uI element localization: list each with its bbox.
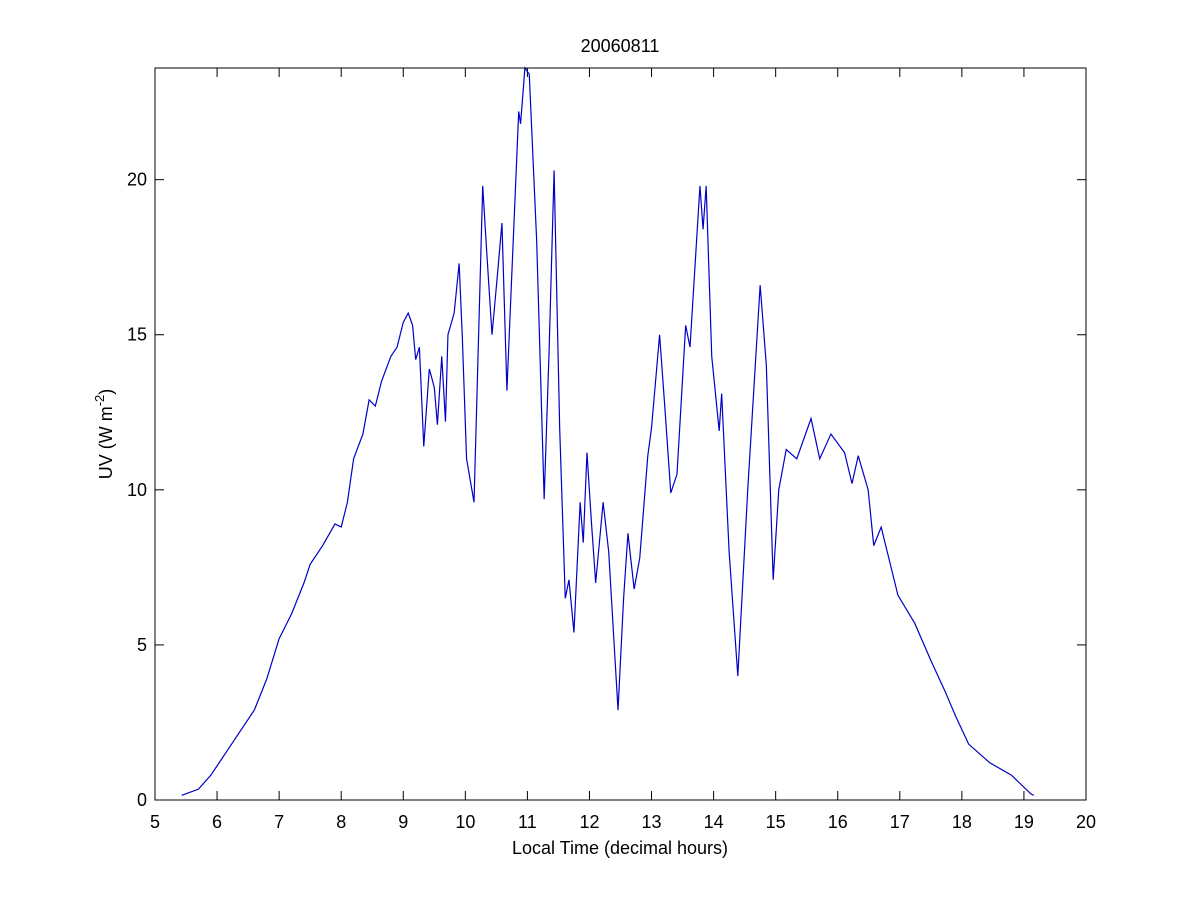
axes-box — [154, 67, 1087, 801]
x-tick-label: 5 — [150, 812, 160, 832]
x-tick-label: 7 — [274, 812, 284, 832]
x-tick-label: 8 — [336, 812, 346, 832]
x-tick-label: 16 — [828, 812, 848, 832]
y-tick-label: 20 — [127, 170, 147, 190]
data-line — [181, 66, 1035, 796]
x-tick-label: 20 — [1076, 812, 1096, 832]
y-tick-label: 10 — [127, 480, 147, 500]
chart-title: 20060811 — [581, 36, 660, 56]
x-tick-label: 18 — [952, 812, 972, 832]
x-tick-label: 12 — [579, 812, 599, 832]
x-tick-label: 15 — [766, 812, 786, 832]
y-axis-label-sup: -2 — [92, 395, 107, 407]
x-tick-label: 9 — [398, 812, 408, 832]
x-tick-label: 19 — [1014, 812, 1034, 832]
y-tick-label: 5 — [137, 635, 147, 655]
y-axis-label-part: UV (W m — [96, 406, 116, 479]
y-tick-label: 15 — [127, 325, 147, 345]
x-axis-label: Local Time (decimal hours) — [512, 838, 728, 858]
x-tick-label: 11 — [518, 812, 537, 832]
x-tick-label: 6 — [212, 812, 222, 832]
x-tick-label: 10 — [455, 812, 475, 832]
y-axis-label-part: ) — [96, 389, 116, 395]
x-tick-label: 13 — [642, 812, 662, 832]
x-tick-label: 17 — [890, 812, 910, 832]
y-axis-label: UV (W m-2) — [92, 389, 116, 480]
x-tick-label: 14 — [704, 812, 724, 832]
y-tick-label: 0 — [137, 790, 147, 810]
